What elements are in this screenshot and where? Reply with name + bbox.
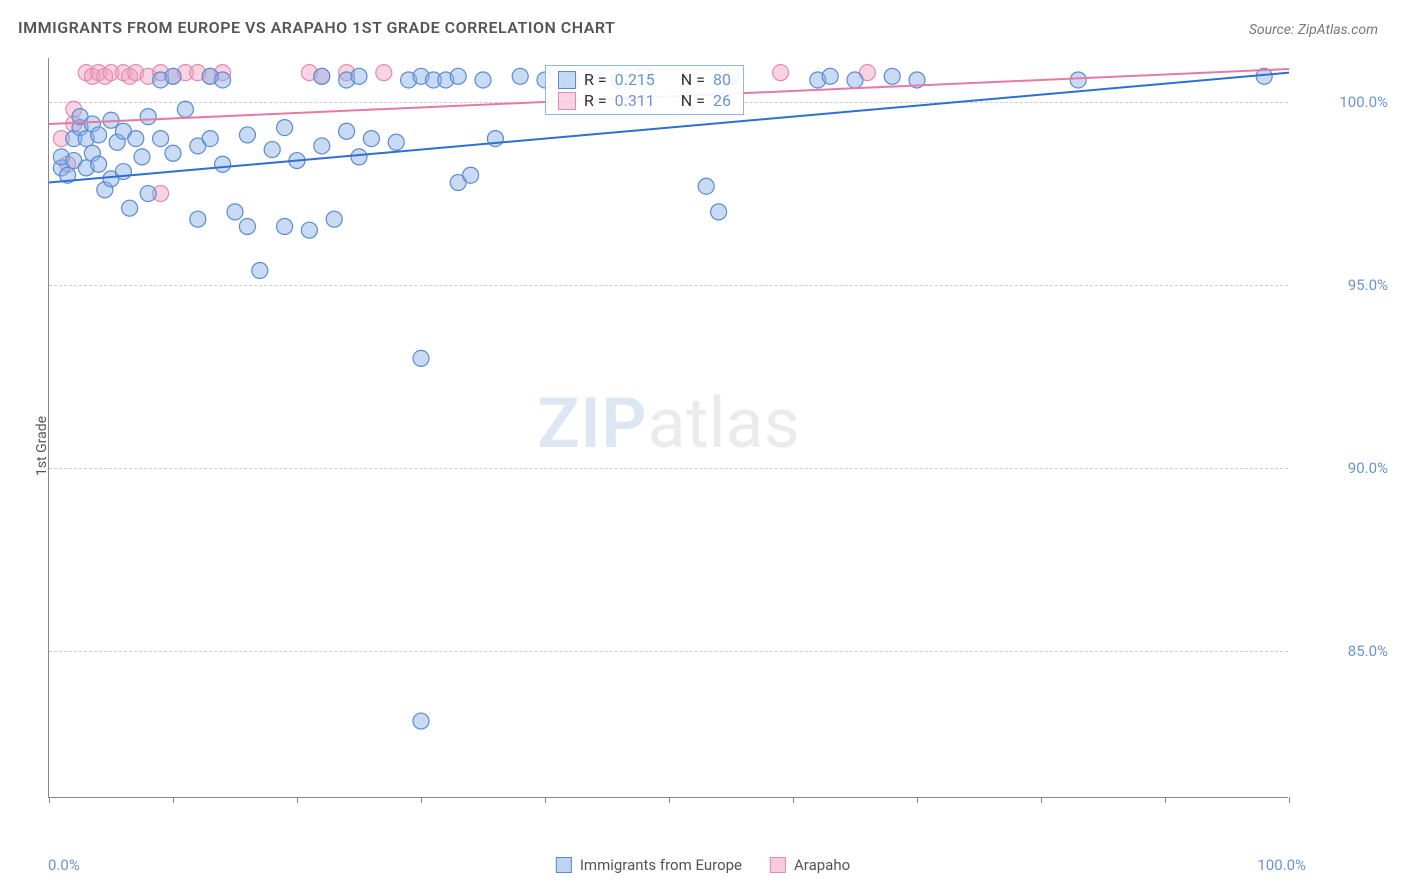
plot-area: ZIPatlas R =0.215N =80R =0.311N =26 [48, 58, 1288, 798]
chart-title: IMMIGRANTS FROM EUROPE VS ARAPAHO 1ST GR… [18, 18, 615, 37]
x-axis-max-label: 100.0% [1257, 856, 1306, 874]
stats-r-label: R = [584, 70, 607, 89]
stats-row: R = 0.215 N = 80 [558, 70, 731, 89]
y-tick-label: 95.0% [1348, 276, 1388, 294]
x-tick [917, 797, 918, 803]
data-point [339, 123, 355, 139]
data-point [215, 156, 231, 172]
y-tick-label: 90.0% [1348, 459, 1388, 477]
data-point [363, 131, 379, 147]
data-point [822, 68, 838, 84]
data-point [512, 68, 528, 84]
data-point [140, 186, 156, 202]
data-point [413, 713, 429, 729]
x-tick [669, 797, 670, 803]
data-point [190, 211, 206, 227]
data-point [91, 156, 107, 172]
legend: Immigrants from Europe Arapaho [556, 856, 850, 874]
data-point [227, 204, 243, 220]
data-point [351, 149, 367, 165]
data-point [450, 68, 466, 84]
data-point [1070, 72, 1086, 88]
data-point [215, 72, 231, 88]
data-point [277, 219, 293, 235]
data-point [413, 350, 429, 366]
data-point [165, 145, 181, 161]
data-point [165, 68, 181, 84]
stats-r-value: 0.215 [615, 70, 655, 89]
data-point [301, 222, 317, 238]
x-tick [793, 797, 794, 803]
source-credit: Source: ZipAtlas.com [1249, 22, 1378, 38]
stats-row: R = 0.311 N = 26 [558, 91, 731, 110]
stats-box: R = 0.215 N = 80 R = 0.311 N = 26 [545, 65, 744, 115]
data-point [239, 127, 255, 143]
data-point [128, 131, 144, 147]
data-point [91, 127, 107, 143]
legend-swatch [770, 857, 786, 873]
x-tick [297, 797, 298, 803]
x-tick [421, 797, 422, 803]
data-point [153, 131, 169, 147]
chart-svg [49, 58, 1288, 797]
stats-r-label: R = [584, 91, 607, 110]
data-point [376, 65, 392, 81]
data-point [388, 134, 404, 150]
data-point [202, 131, 218, 147]
y-tick-label: 100.0% [1339, 93, 1388, 111]
data-point [239, 219, 255, 235]
stats-n-value: 26 [713, 91, 731, 110]
x-tick [173, 797, 174, 803]
y-tick-label: 85.0% [1348, 642, 1388, 660]
legend-item: Arapaho [770, 856, 850, 874]
legend-label: Immigrants from Europe [580, 856, 742, 874]
data-point [711, 204, 727, 220]
stats-n-label: N = [681, 91, 705, 110]
data-point [314, 138, 330, 154]
data-point [463, 167, 479, 183]
stats-r-value: 0.311 [615, 91, 655, 110]
x-tick [1041, 797, 1042, 803]
x-tick [545, 797, 546, 803]
stats-swatch [558, 71, 576, 89]
data-point [277, 120, 293, 136]
data-point [847, 72, 863, 88]
data-point [252, 262, 268, 278]
x-tick [49, 797, 50, 803]
data-point [177, 101, 193, 117]
x-tick [1289, 797, 1290, 803]
data-point [884, 68, 900, 84]
data-point [698, 178, 714, 194]
data-point [140, 109, 156, 125]
data-point [314, 68, 330, 84]
stats-swatch [558, 92, 576, 110]
legend-item: Immigrants from Europe [556, 856, 742, 874]
data-point [264, 142, 280, 158]
data-point [134, 149, 150, 165]
legend-swatch [556, 857, 572, 873]
data-point [773, 65, 789, 81]
data-point [326, 211, 342, 227]
data-point [122, 200, 138, 216]
data-point [475, 72, 491, 88]
x-tick [1165, 797, 1166, 803]
legend-label: Arapaho [794, 856, 850, 874]
data-point [351, 68, 367, 84]
stats-n-label: N = [681, 70, 705, 89]
x-axis-min-label: 0.0% [48, 856, 80, 874]
stats-n-value: 80 [713, 70, 731, 89]
